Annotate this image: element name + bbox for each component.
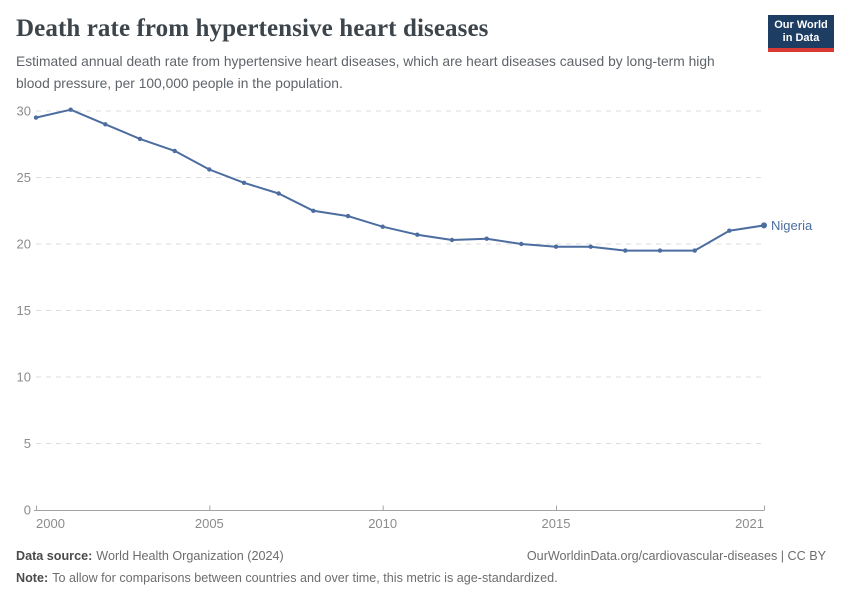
data-point[interactable] — [588, 244, 593, 249]
x-axis-tick-label: 2021 — [735, 516, 764, 531]
y-axis-tick-label: 25 — [17, 170, 31, 185]
data-point[interactable] — [137, 136, 143, 142]
data-point[interactable] — [68, 107, 73, 112]
data-source-label: Data source: — [16, 549, 93, 563]
data-point[interactable] — [311, 208, 316, 213]
data-point[interactable] — [657, 248, 663, 253]
data-source: Data source: World Health Organization (2… — [16, 545, 284, 567]
data-point[interactable] — [727, 228, 732, 233]
data-point[interactable] — [484, 236, 489, 241]
data-point[interactable] — [449, 237, 455, 243]
note-value: To allow for comparisons between countri… — [52, 571, 558, 585]
x-axis-tick-label: 2015 — [542, 516, 571, 531]
owid-logo-line2: in Data — [782, 32, 820, 44]
data-point[interactable] — [172, 148, 177, 154]
owid-logo-line1: Our World — [774, 19, 828, 31]
series-end-label[interactable]: Nigeria — [771, 218, 813, 233]
chart-footer: Data source: World Health Organization (2… — [16, 545, 826, 589]
data-point[interactable] — [761, 222, 767, 229]
owid-logo[interactable]: Our World in Data — [768, 15, 834, 52]
data-point[interactable] — [103, 122, 108, 127]
y-axis-tick-label: 5 — [24, 436, 31, 451]
x-axis-tick-label: 2005 — [195, 516, 224, 531]
series-line-nigeria[interactable] — [35, 108, 765, 252]
data-point[interactable] — [623, 248, 628, 253]
y-axis-tick-label: 20 — [17, 237, 31, 252]
data-point[interactable] — [33, 115, 39, 120]
chart-subtitle: Estimated annual death rate from hyperte… — [16, 54, 715, 91]
data-source-value: World Health Organization (2024) — [96, 549, 284, 563]
y-axis-tick-label: 15 — [17, 303, 31, 318]
chart-title: Death rate from hypertensive heart disea… — [16, 15, 489, 42]
data-point[interactable] — [519, 241, 524, 247]
data-point[interactable] — [380, 224, 385, 229]
x-axis-tick-label: 2010 — [368, 516, 397, 531]
y-axis-tick-label: 0 — [24, 503, 31, 518]
data-point[interactable] — [241, 180, 247, 185]
data-point[interactable] — [692, 248, 697, 253]
data-point[interactable] — [553, 244, 559, 249]
note-label: Note: — [16, 571, 49, 585]
x-axis-tick-label: 2000 — [36, 516, 65, 531]
owid-link[interactable]: OurWorldinData.org/cardiovascular-diseas… — [526, 549, 826, 563]
data-point[interactable] — [345, 213, 351, 219]
chart-note: Note: To allow for comparisons between co… — [16, 567, 826, 589]
y-axis-tick-label: 30 — [17, 104, 31, 119]
data-point[interactable] — [276, 191, 281, 196]
y-axis-tick-label: 10 — [17, 370, 31, 385]
line-chart[interactable]: 0 5 10 15 20 25 30 2000 2005 2010 2015 2021 Nigeria — [0, 0, 850, 540]
data-point[interactable] — [415, 232, 420, 237]
data-point[interactable] — [207, 167, 212, 172]
